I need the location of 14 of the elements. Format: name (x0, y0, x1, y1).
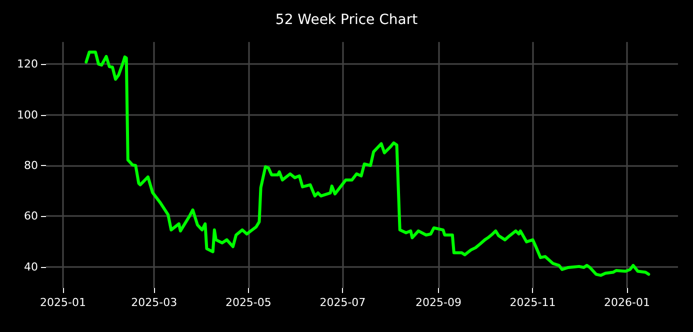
y-tick-label: 100 (17, 108, 38, 122)
x-tick-label: 2025-01 (40, 296, 86, 309)
y-tick-label: 80 (24, 159, 38, 172)
chart-title: 52 Week Price Chart (275, 12, 418, 28)
x-tick-label: 2025-09 (416, 296, 462, 309)
y-tick-label: 120 (17, 58, 38, 71)
y-tick-label: 40 (24, 260, 38, 274)
x-tick-label: 2025-07 (320, 296, 366, 309)
line-series (84, 50, 650, 277)
x-tick-label: 2025-05 (225, 296, 272, 309)
x-tick-label: 2025-11 (510, 296, 556, 309)
x-tick-label: 2026-01 (604, 296, 650, 309)
x-tick-label: 2025-03 (131, 296, 178, 309)
y-tick-label: 60 (24, 210, 38, 223)
